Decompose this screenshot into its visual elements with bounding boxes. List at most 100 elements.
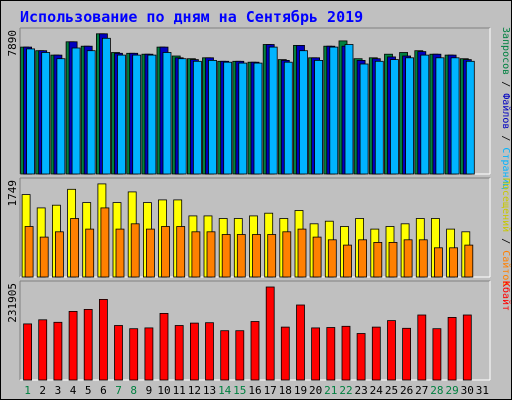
legend-entry: / [500, 129, 511, 147]
bar-top-3-day-14 [223, 61, 233, 175]
x-tick-label: 17 [264, 384, 277, 397]
x-tick-label: 28 [430, 384, 443, 397]
y-max-label-bottom: 231905 [6, 283, 19, 323]
x-tick-label: 2 [39, 384, 46, 397]
bar-bottom-1-day-17 [265, 286, 275, 381]
bar-bottom-1-day-24 [371, 326, 381, 381]
bar-bottom-1-day-28 [432, 328, 442, 381]
x-tick-label: 14 [218, 384, 232, 397]
x-tick-label: 27 [415, 384, 428, 397]
bar-bottom-1-day-10 [159, 312, 169, 381]
bar-top-3-day-4 [71, 47, 81, 175]
x-tick-label: 23 [354, 384, 367, 397]
x-tick-label: 8 [130, 384, 137, 397]
bar-top-3-day-5 [86, 50, 96, 175]
x-tick-label: 7 [115, 384, 122, 397]
bar-top-3-day-26 [405, 57, 415, 175]
bar-middle-2-day-26 [403, 239, 413, 278]
bar-top-3-day-6 [102, 37, 111, 175]
legend-entry: Файлов [500, 93, 512, 129]
bar-bottom-1-day-20 [311, 327, 321, 381]
bar-middle-2-day-8 [130, 223, 140, 278]
bar-top-3-day-25 [390, 59, 399, 175]
x-tick-label: 3 [55, 384, 62, 397]
bar-bottom-1-day-9 [144, 327, 154, 381]
bar-bottom-1-day-19 [296, 304, 305, 381]
legend-entry: / [500, 75, 511, 93]
bar-bottom-1-day-21 [326, 327, 336, 381]
x-tick-label: 4 [70, 384, 77, 397]
x-tick-label: 31 [476, 384, 489, 397]
bar-top-3-day-9 [147, 54, 157, 175]
bar-top-3-day-17 [268, 46, 278, 175]
bar-bottom-1-day-3 [53, 321, 63, 381]
bar-middle-2-day-21 [327, 239, 337, 278]
bar-middle-2-day-22 [343, 244, 352, 278]
bar-middle-2-day-17 [267, 234, 277, 278]
bar-bottom-1-day-4 [68, 310, 78, 381]
bar-middle-2-day-6 [100, 207, 110, 278]
bar-middle-2-day-3 [55, 231, 64, 278]
bar-bottom-1-day-29 [447, 316, 457, 381]
bar-top-3-day-30 [465, 60, 475, 175]
bar-middle-2-day-4 [70, 218, 79, 278]
bar-top-3-day-29 [450, 57, 460, 175]
bar-middle-2-day-30 [464, 244, 474, 278]
x-tick-label: 10 [157, 384, 170, 397]
bar-bottom-1-day-16 [250, 321, 260, 381]
bar-bottom-1-day-18 [280, 326, 290, 381]
bar-top-3-day-13 [208, 60, 217, 175]
x-tick-label: 1 [24, 384, 31, 397]
x-tick-label: 30 [461, 384, 474, 397]
bar-bottom-1-day-25 [387, 320, 396, 381]
bar-bottom-1-day-2 [38, 319, 48, 381]
bar-bottom-1-day-8 [129, 328, 139, 381]
bar-middle-2-day-2 [39, 236, 49, 278]
bar-bottom-1-day-11 [174, 325, 184, 381]
bar-middle-2-day-28 [433, 247, 443, 278]
x-tick-label: 20 [309, 384, 322, 397]
bar-top-3-day-2 [41, 52, 51, 175]
bar-bottom-1-day-5 [83, 308, 93, 381]
bar-top-3-day-16 [253, 62, 263, 175]
bar-top-3-day-11 [177, 58, 187, 175]
bar-top-3-day-23 [359, 63, 369, 175]
side-legend-top: Запросов / Файлов / Страниц [500, 27, 512, 190]
bar-bottom-1-day-7 [114, 325, 123, 381]
bar-middle-2-day-18 [282, 231, 292, 278]
x-tick-label: 26 [400, 384, 413, 397]
x-tick-label: 25 [385, 384, 398, 397]
bar-bottom-1-day-13 [205, 322, 214, 381]
chart-title: Использование по дням на Сентябрь 2019 [20, 8, 364, 26]
bar-top-3-day-21 [329, 46, 339, 175]
bar-top-3-day-18 [283, 61, 293, 175]
bar-middle-2-day-13 [206, 231, 216, 278]
bar-top-3-day-19 [299, 50, 308, 175]
x-tick-label: 29 [445, 384, 458, 397]
x-tick-label: 9 [146, 384, 153, 397]
y-max-label-top: 7890 [6, 30, 19, 57]
legend-entry: / [500, 232, 511, 250]
x-tick-label: 11 [173, 384, 186, 397]
x-tick-label: 6 [100, 384, 107, 397]
bar-top-3-day-7 [117, 54, 126, 175]
bar-top-3-day-27 [420, 54, 430, 175]
bar-top-3-day-8 [132, 54, 142, 175]
bar-bottom-1-day-27 [417, 314, 427, 381]
bar-bottom-1-day-6 [99, 298, 108, 381]
bar-bottom-1-day-12 [189, 322, 199, 381]
legend-entry: Сайтов [500, 250, 512, 286]
x-tick-label: 22 [339, 384, 352, 397]
legend-entry: Посещений [500, 178, 512, 232]
bar-middle-2-day-11 [176, 226, 186, 278]
bar-middle-2-day-10 [161, 226, 170, 278]
bar-middle-2-day-14 [221, 234, 231, 278]
bar-bottom-1-day-22 [341, 325, 351, 381]
bar-top-3-day-15 [238, 62, 248, 175]
bar-bottom-1-day-30 [462, 314, 472, 381]
x-tick-label: 18 [279, 384, 292, 397]
x-tick-label: 13 [203, 384, 216, 397]
bar-bottom-1-day-1 [23, 323, 33, 381]
bar-middle-2-day-25 [388, 241, 398, 278]
